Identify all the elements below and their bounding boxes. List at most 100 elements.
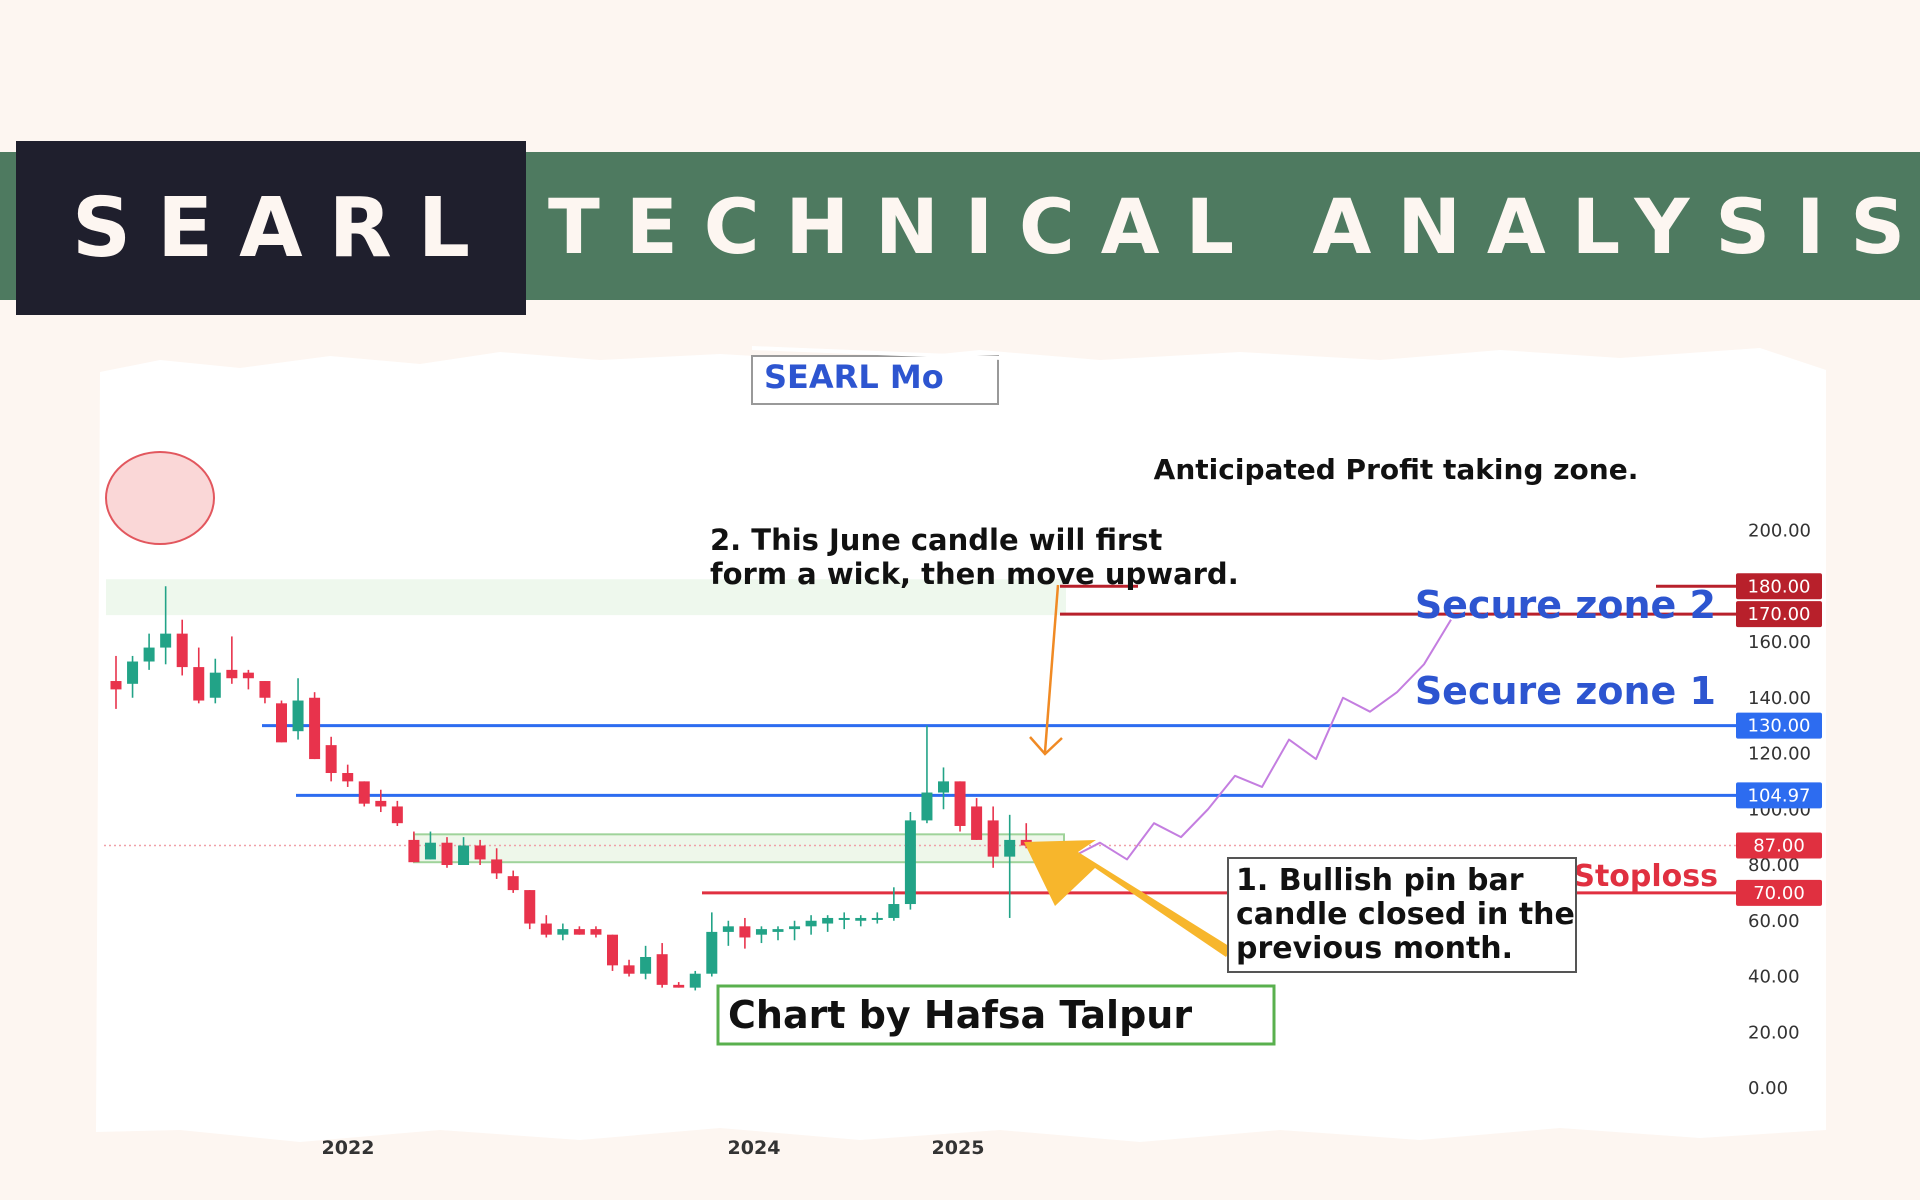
candle-up <box>160 633 172 648</box>
candle-down <box>474 845 486 860</box>
candle-up <box>805 920 817 927</box>
candle-up <box>689 973 701 988</box>
candle-down <box>540 923 552 935</box>
candle-up <box>1004 839 1016 857</box>
candle-up <box>706 931 718 974</box>
price-badge-label: 87.00 <box>1753 835 1805 856</box>
orange-arrow-shaft <box>1043 584 1060 753</box>
candle-up <box>855 917 867 921</box>
candle-down <box>590 929 602 935</box>
chart-title-fragment: SEARL Mo <box>764 358 944 396</box>
pin-bar-note: 1. Bullish pin bar <box>1236 863 1524 898</box>
candle-up <box>209 672 221 698</box>
candle-down <box>673 984 685 988</box>
price-badge <box>1736 573 1822 600</box>
candle-up <box>424 842 436 860</box>
ticker-label: SEARL <box>72 180 496 276</box>
pin-bar-note-box <box>1227 857 1577 973</box>
candle-down <box>408 839 420 863</box>
candle-down <box>259 681 271 698</box>
candle-down <box>524 890 536 924</box>
x-tick-label: 2022 <box>322 1137 375 1159</box>
price-badge <box>1736 601 1822 628</box>
x-tick-label: 2025 <box>932 1137 985 1159</box>
candle-up <box>772 929 784 932</box>
candle-down <box>507 876 519 891</box>
june-candle-note: form a wick, then move upward. <box>710 557 1239 591</box>
candle-up <box>904 820 916 905</box>
secure-zone-1-label: Secure zone 1 <box>1415 669 1716 713</box>
chart-credit: Chart by Hafsa Talpur <box>728 993 1192 1037</box>
chart-axis: 200.00160.00140.00120.00100.0080.0060.00… <box>322 521 1822 1159</box>
y-tick-label: 80.00 <box>1748 855 1800 876</box>
candle-down <box>607 934 618 966</box>
y-tick-label: 140.00 <box>1748 688 1811 709</box>
consolidation-zone <box>413 833 1065 864</box>
peak-highlight-circle <box>105 451 215 545</box>
candle-up <box>871 917 883 920</box>
x-tick-label: 2024 <box>728 1137 781 1159</box>
profit-zone-label: Anticipated Profit taking zone. <box>1154 453 1639 486</box>
price-badge <box>1736 712 1822 739</box>
price-badge-label: 170.00 <box>1748 604 1811 625</box>
y-tick-label: 120.00 <box>1748 744 1811 765</box>
yellow-arrow <box>1024 840 1232 957</box>
candle-down <box>391 806 403 824</box>
y-tick-label: 200.00 <box>1748 521 1811 542</box>
price-badge <box>1736 832 1822 859</box>
candle-up <box>755 929 767 935</box>
candle-up <box>888 904 900 918</box>
candle-down <box>987 820 999 857</box>
candle-down <box>623 965 635 974</box>
candle-up <box>722 926 734 932</box>
candle-up <box>938 781 949 793</box>
price-badge-label: 180.00 <box>1748 576 1811 597</box>
candle-down <box>656 954 668 985</box>
y-tick-label: 20.00 <box>1748 1022 1800 1043</box>
candle-down <box>276 703 287 743</box>
candle-down <box>971 806 983 840</box>
secure-zone-2-label: Secure zone 2 <box>1415 583 1716 627</box>
chart-overlay <box>105 451 1452 957</box>
page-title: TECHNICAL ANALYSIS <box>548 181 1920 271</box>
torn-edge <box>752 346 1002 360</box>
chart-zones <box>106 579 1066 864</box>
candle-up <box>127 661 139 684</box>
candle-down <box>342 773 354 782</box>
price-badge <box>1736 782 1822 809</box>
chart-title-box <box>751 355 999 405</box>
profit-zone-shade <box>106 579 1066 616</box>
credit-box <box>716 984 1276 1046</box>
y-tick-label: 40.00 <box>1748 967 1800 988</box>
y-tick-label: 60.00 <box>1748 911 1800 932</box>
candle-up <box>640 956 652 974</box>
candle-up <box>292 700 304 732</box>
candle-down <box>325 745 337 774</box>
candle-up <box>838 917 850 920</box>
candle-down <box>242 672 254 679</box>
candle-up <box>789 926 801 930</box>
candle-up <box>921 792 933 821</box>
price-badge <box>1736 879 1822 906</box>
candle-up <box>557 929 569 935</box>
chart-levels <box>104 584 1736 895</box>
candle-up <box>822 917 834 924</box>
orange-arrow-head <box>1029 736 1063 756</box>
candle-down <box>739 926 751 938</box>
candle-down <box>110 681 122 690</box>
june-candle-note: 2. This June candle will first <box>710 523 1162 557</box>
candle-down <box>176 633 188 668</box>
candle-down <box>954 781 966 826</box>
candle-down <box>226 669 238 679</box>
y-tick-label: 0.00 <box>1748 1078 1788 1099</box>
candle-down <box>309 697 321 760</box>
candle-down <box>193 667 205 701</box>
projection-path <box>1045 619 1452 861</box>
candle-down <box>491 859 503 874</box>
price-badge-label: 130.00 <box>1748 716 1811 737</box>
price-badge-label: 70.00 <box>1753 883 1805 904</box>
candle-down <box>358 781 370 804</box>
candle-up <box>143 647 155 662</box>
y-tick-label: 160.00 <box>1748 632 1811 653</box>
